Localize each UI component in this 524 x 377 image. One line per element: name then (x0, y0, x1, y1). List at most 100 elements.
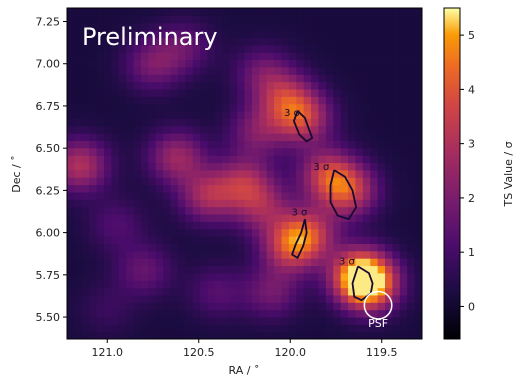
heatmap-cell (81, 88, 90, 97)
colorbar-tick-label: 2 (468, 192, 475, 205)
heatmap-cell (81, 147, 90, 156)
heatmap-cell (340, 331, 349, 339)
heatmap-cell (362, 44, 371, 53)
heatmap-cell (163, 206, 172, 215)
heatmap-cell (348, 147, 357, 156)
heatmap-cell (333, 88, 342, 97)
heatmap-cell (244, 147, 253, 156)
heatmap-cell (200, 258, 209, 267)
heatmap-cell (177, 272, 186, 281)
heatmap-cell (303, 81, 312, 90)
contour-line (329, 169, 357, 220)
heatmap-cell (274, 302, 283, 311)
heatmap-cell (177, 155, 186, 164)
colorbar-tick-label: 0 (468, 300, 475, 313)
heatmap-cell (74, 221, 83, 230)
heatmap-cell (81, 221, 90, 230)
heatmap-cell (148, 15, 157, 24)
heatmap-cell (133, 52, 142, 61)
heatmap-cell (192, 199, 201, 208)
heatmap-cell (414, 155, 422, 164)
heatmap-cell (163, 37, 172, 46)
heatmap-cell (399, 191, 408, 200)
heatmap-cell (170, 243, 179, 252)
heatmap-cell (81, 118, 90, 127)
heatmap-cell (348, 22, 357, 31)
heatmap-cell (407, 228, 416, 237)
heatmap-cell (126, 302, 135, 311)
heatmap-cell (414, 162, 422, 171)
heatmap-cell (377, 125, 386, 134)
heatmap-cell (200, 280, 209, 289)
heatmap-cell (111, 236, 120, 244)
heatmap-cell (392, 15, 401, 24)
heatmap-cell (74, 30, 83, 39)
heatmap-cell (170, 265, 179, 274)
heatmap-cell (103, 110, 112, 119)
heatmap-cell (303, 103, 312, 112)
heatmap-cell (333, 199, 342, 208)
heatmap-cell (266, 155, 275, 164)
heatmap-cell (362, 250, 371, 259)
heatmap-cell (237, 22, 246, 31)
heatmap-cell (140, 287, 149, 296)
heatmap-cell (399, 184, 408, 193)
heatmap-cell (81, 96, 90, 105)
heatmap-cell (163, 265, 172, 274)
heatmap-cell (333, 258, 342, 267)
heatmap-cell (288, 81, 297, 90)
heatmap-cell (89, 103, 98, 112)
heatmap-cell (89, 177, 98, 186)
heatmap-cell (370, 309, 379, 318)
heatmap-cell (170, 22, 179, 31)
heatmap-cell (303, 191, 312, 200)
heatmap-cell (140, 88, 149, 97)
heatmap-cell (207, 294, 216, 303)
heatmap-cell (163, 96, 172, 105)
heatmap-cell (185, 324, 194, 333)
heatmap-cell (407, 155, 416, 164)
heatmap-cell (288, 243, 297, 252)
heatmap-cell (89, 272, 98, 281)
heatmap-cell (214, 88, 223, 97)
heatmap-cell (126, 213, 135, 222)
heatmap-cell (385, 15, 394, 24)
heatmap-cell (126, 294, 135, 303)
heatmap-cell (140, 213, 149, 222)
heatmap-cell (266, 331, 275, 339)
heatmap-cell (244, 265, 253, 274)
heatmap-cell (362, 191, 371, 200)
heatmap-cell (103, 302, 112, 311)
heatmap-cell (111, 37, 120, 46)
heatmap-cell (370, 184, 379, 193)
heatmap-cell (118, 125, 127, 134)
heatmap-cell (407, 294, 416, 303)
heatmap-cell (288, 140, 297, 149)
heatmap-cell (200, 118, 209, 127)
heatmap-cell (148, 302, 157, 311)
heatmap-cell (140, 177, 149, 186)
heatmap-cell (170, 15, 179, 24)
heatmap-cell (126, 184, 135, 193)
heatmap-cell (207, 331, 216, 339)
heatmap-cell (259, 96, 268, 105)
heatmap-cell (214, 125, 223, 134)
heatmap-cell (155, 191, 164, 200)
heatmap-cell (126, 221, 135, 230)
heatmap-cell (355, 206, 364, 215)
heatmap-cell (81, 66, 90, 75)
heatmap-cell (192, 66, 201, 75)
heatmap-cell (325, 294, 334, 303)
heatmap-cell (296, 155, 305, 164)
heatmap-cell (325, 228, 334, 237)
heatmap-cell (251, 199, 260, 208)
heatmap-cell (118, 133, 127, 141)
heatmap-cell (170, 59, 179, 68)
heatmap-cell (155, 140, 164, 149)
heatmap-cell (103, 331, 112, 339)
heatmap-cell (296, 250, 305, 259)
heatmap-cell (222, 221, 231, 230)
heatmap-cell (177, 324, 186, 333)
heatmap-cell (229, 147, 238, 156)
heatmap-cell (126, 228, 135, 237)
